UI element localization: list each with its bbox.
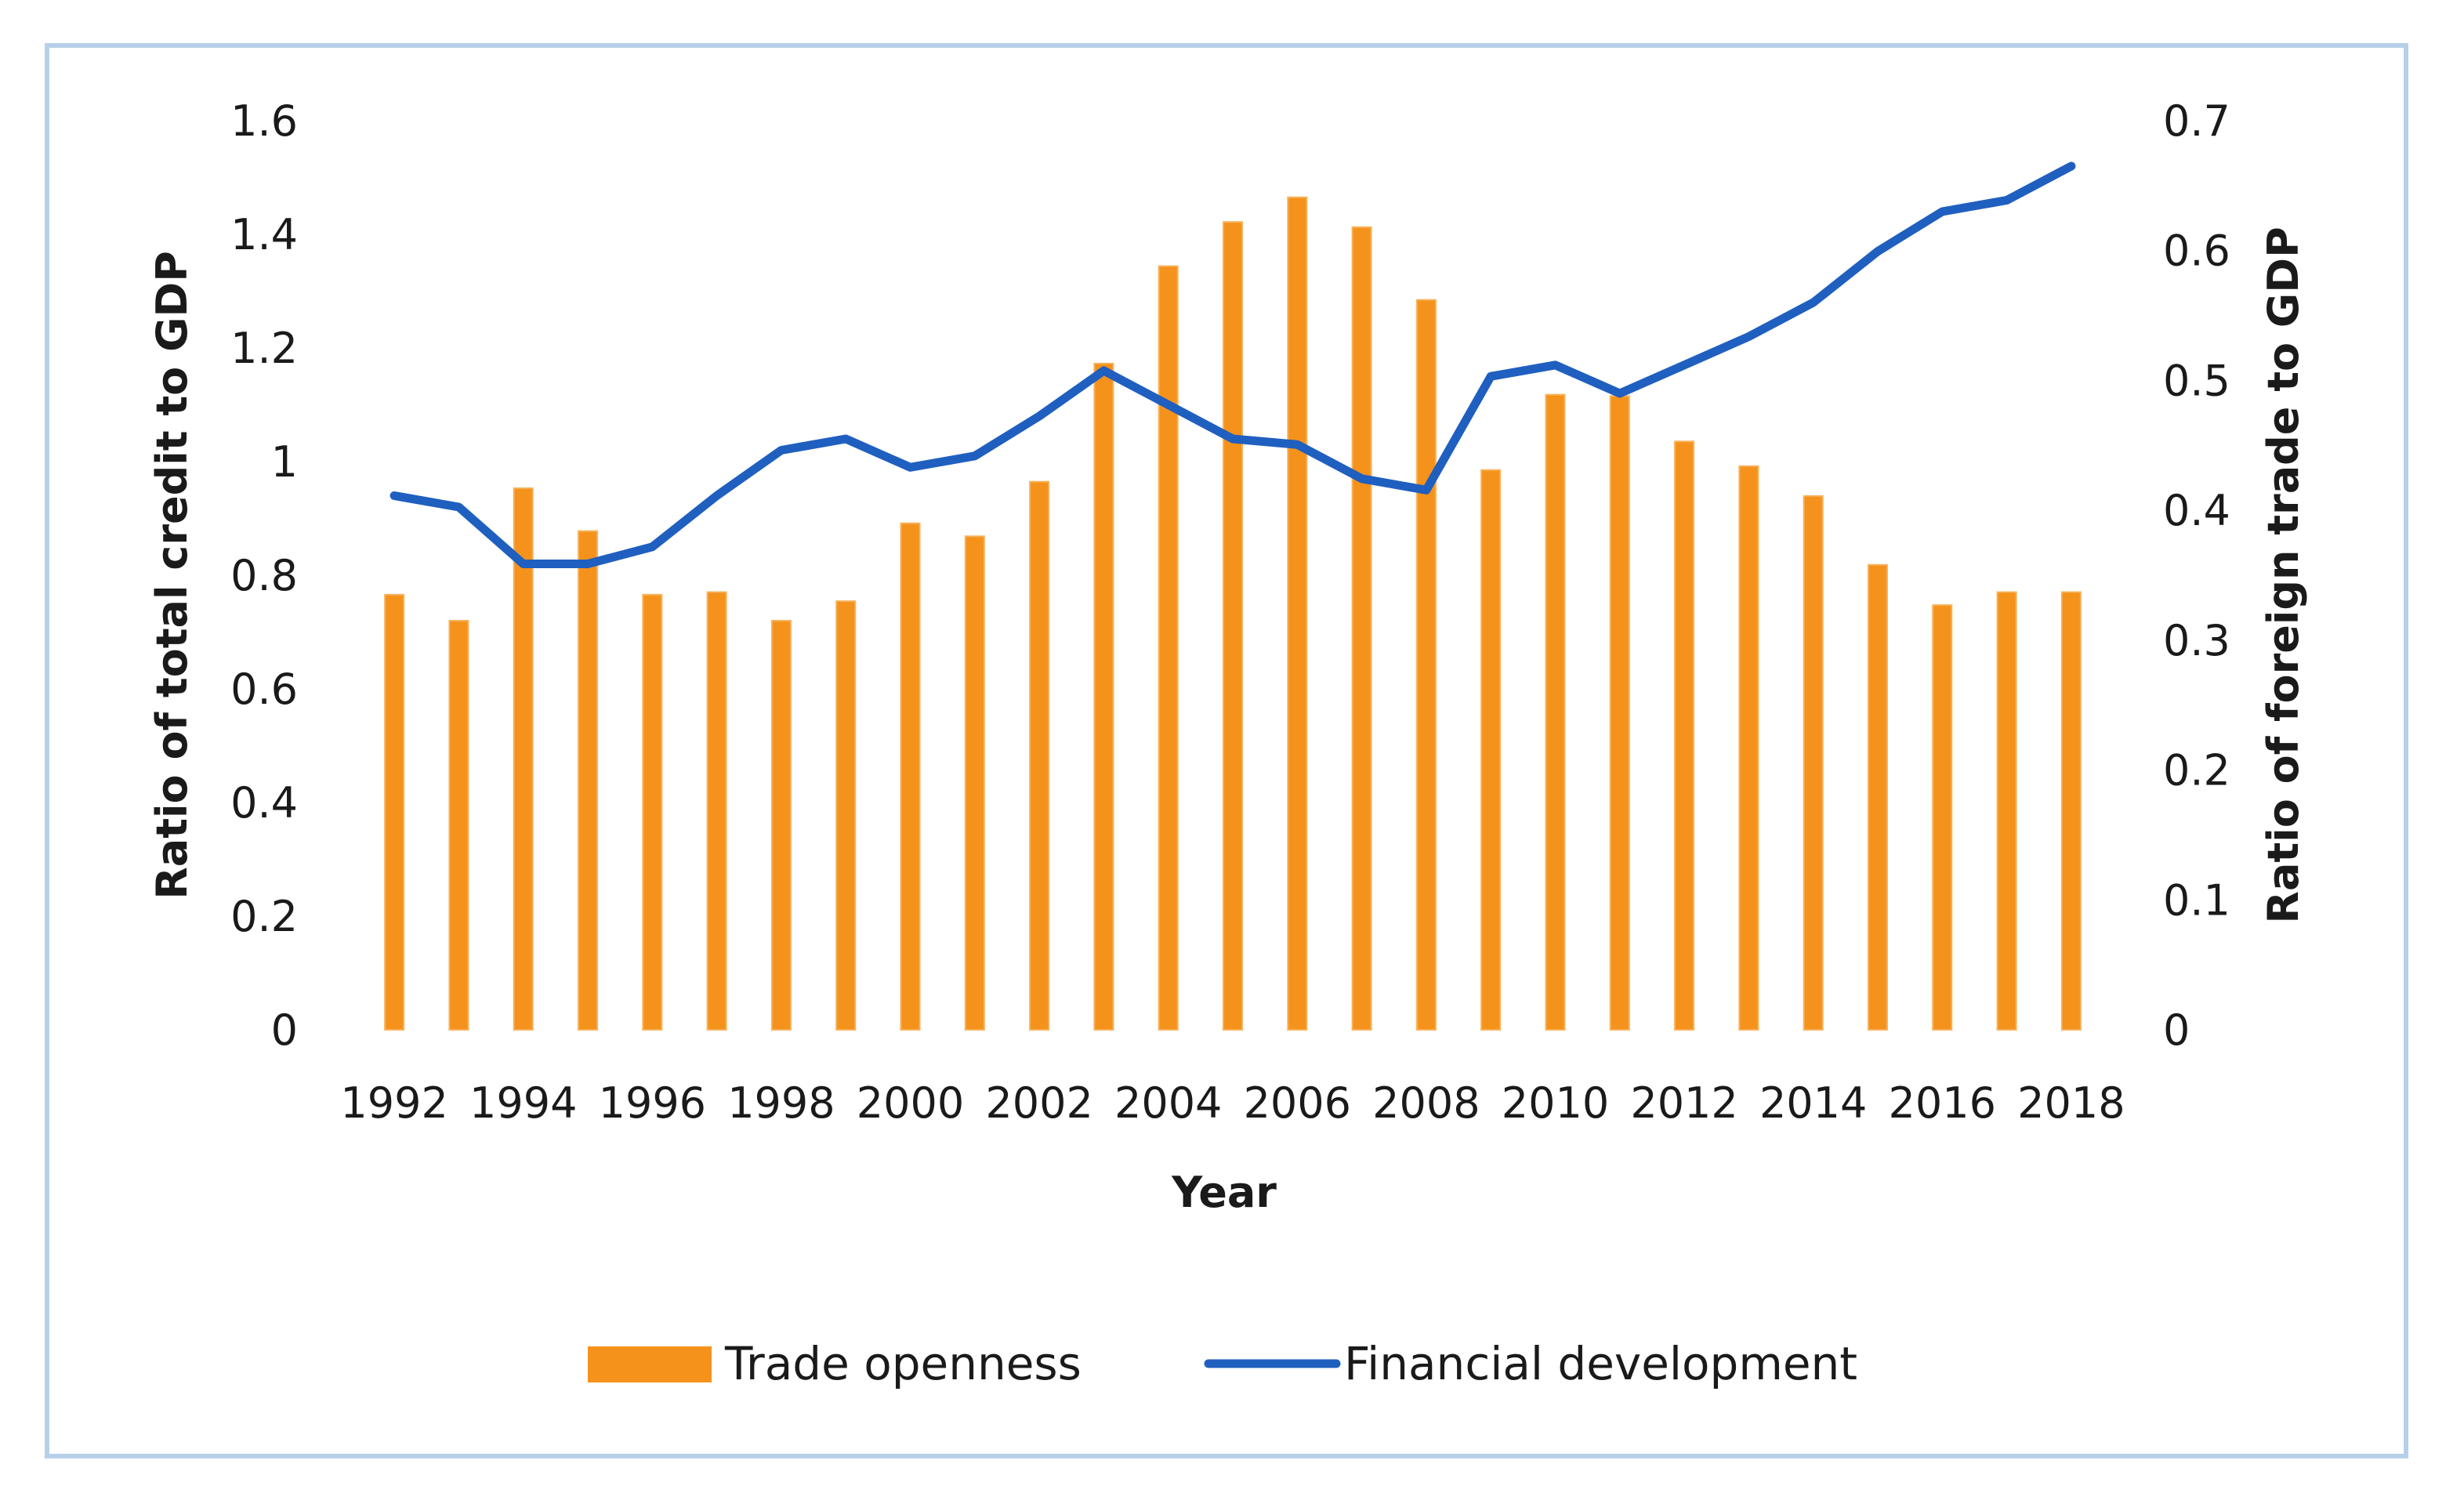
bar-trade-openness-2009 <box>1480 469 1502 1031</box>
bar-trade-openness-2010 <box>1545 393 1566 1031</box>
point-financial-development-2011 <box>1618 393 1621 394</box>
right-axis-tick-label: 0.5 <box>2163 356 2230 405</box>
left-axis-tick-label: 0.4 <box>230 778 298 828</box>
left-axis-tick-label: 1 <box>271 437 298 487</box>
left-axis-tick-label: 0 <box>271 1005 298 1055</box>
x-axis-tick-label: 2018 <box>2017 1078 2125 1128</box>
point-financial-development-2012 <box>1683 364 1686 366</box>
x-axis-tick-label: 1992 <box>340 1078 448 1128</box>
left-axis-tick-label: 1.4 <box>230 210 298 259</box>
right-axis-tick-label: 0.2 <box>2163 746 2230 795</box>
bar-trade-openness-2018 <box>2060 591 2082 1031</box>
left-axis-tick-label: 0.6 <box>230 665 298 714</box>
point-financial-development-2003 <box>1103 370 1105 371</box>
point-financial-development-1997 <box>716 495 718 497</box>
x-axis-tick-label: 2010 <box>1502 1078 1609 1128</box>
point-financial-development-2016 <box>1941 211 1944 212</box>
bar-trade-openness-2011 <box>1609 395 1630 1031</box>
point-financial-development-2000 <box>909 466 911 469</box>
point-financial-development-1996 <box>651 545 654 548</box>
point-financial-development-2010 <box>1554 364 1556 366</box>
bar-trade-openness-2003 <box>1093 362 1114 1031</box>
left-axis-tick-label: 1.2 <box>230 324 298 373</box>
bar-trade-openness-1996 <box>642 593 663 1031</box>
bar-trade-openness-2006 <box>1287 196 1308 1031</box>
point-financial-development-1994 <box>522 563 524 565</box>
point-financial-development-2015 <box>1876 250 1879 252</box>
x-axis-tick-label: 1996 <box>599 1078 706 1128</box>
x-axis-tick-label: 2000 <box>857 1078 964 1128</box>
point-financial-development-1999 <box>845 438 847 440</box>
bar-trade-openness-2004 <box>1158 265 1179 1031</box>
y-axis-title-left: Ratio of total credit to GDP <box>147 251 197 900</box>
legend: Trade openness Financial development <box>588 1337 1857 1390</box>
x-axis-tick-label: 2014 <box>1759 1078 1867 1128</box>
legend-label-trade-openness: Trade openness <box>724 1337 1082 1390</box>
point-financial-development-2005 <box>1232 438 1234 440</box>
point-financial-development-1998 <box>780 449 782 451</box>
legend-label-financial-development: Financial development <box>1344 1337 1857 1390</box>
left-axis-tick-label: 0.2 <box>230 892 298 941</box>
x-axis-tick-label: 2006 <box>1244 1078 1351 1128</box>
x-axis-title: Year <box>1171 1168 1277 1217</box>
x-axis-tick-label: 2008 <box>1372 1078 1480 1128</box>
x-axis-tick-label: 2016 <box>1889 1078 1996 1128</box>
right-axis-tick-label: 0.4 <box>2163 486 2230 535</box>
right-axis-tick-label: 0 <box>2163 1005 2190 1055</box>
bar-trade-openness-1994 <box>513 487 534 1031</box>
point-financial-development-2013 <box>1748 335 1750 338</box>
bar-trade-openness-2016 <box>1932 604 1953 1031</box>
line-series-financial-development-layer <box>390 161 2076 568</box>
point-financial-development-2002 <box>1038 415 1041 417</box>
right-axis-ticks: 0 0.1 0.2 0.3 0.4 0.5 0.6 0.7 <box>2163 96 2230 1055</box>
bar-trade-openness-2015 <box>1867 563 1888 1031</box>
bar-trade-openness-2017 <box>1996 591 2017 1031</box>
left-axis-tick-label: 1.6 <box>230 96 298 146</box>
x-axis-tick-label: 1994 <box>469 1078 577 1128</box>
point-financial-development-2001 <box>973 455 976 457</box>
point-financial-development-2006 <box>1296 444 1299 446</box>
bar-trade-openness-2001 <box>964 535 985 1031</box>
bar-trade-openness-2002 <box>1029 480 1050 1031</box>
bar-trade-openness-1992 <box>384 593 405 1031</box>
bar-trade-openness-2013 <box>1738 465 1759 1031</box>
bar-trade-openness-1998 <box>770 620 792 1031</box>
bar-trade-openness-2014 <box>1803 495 1824 1031</box>
bar-trade-openness-1999 <box>835 600 857 1031</box>
point-financial-development-2004 <box>1167 404 1169 406</box>
x-axis-tick-label: 2004 <box>1114 1078 1222 1128</box>
right-axis-tick-label: 0.1 <box>2163 875 2230 925</box>
point-financial-development-2014 <box>1812 302 1814 303</box>
point-financial-development-1992 <box>393 495 396 497</box>
point-financial-development-2018 <box>2070 165 2072 167</box>
point-financial-development-2008 <box>1425 489 1427 491</box>
point-financial-development-1993 <box>458 506 460 508</box>
bar-series-trade-openness <box>384 196 2082 1031</box>
x-axis-ticks: 1992 1994 1996 1998 2000 2002 2004 2006 2008 2010… <box>340 1078 2125 1128</box>
bar-trade-openness-2007 <box>1351 226 1372 1031</box>
bar-trade-openness-2012 <box>1674 440 1695 1031</box>
bar-trade-openness-2000 <box>900 522 921 1031</box>
bar-trade-openness-1997 <box>706 591 727 1031</box>
x-axis-tick-label: 2012 <box>1630 1078 1737 1128</box>
point-financial-development-2007 <box>1361 477 1363 480</box>
bar-trade-openness-2005 <box>1223 221 1243 1031</box>
x-axis-tick-label: 1998 <box>727 1078 835 1128</box>
right-axis-tick-label: 0.7 <box>2163 96 2230 146</box>
right-axis-tick-label: 0.3 <box>2163 616 2230 665</box>
x-axis-tick-label: 2002 <box>985 1078 1092 1128</box>
left-axis-ticks: 0 0.2 0.4 0.6 0.8 1 1.2 1.4 1.6 <box>230 96 298 1055</box>
bar-trade-openness-1995 <box>578 530 599 1031</box>
point-financial-development-1995 <box>587 563 589 565</box>
bar-trade-openness-2008 <box>1415 299 1437 1031</box>
point-financial-development-2017 <box>2006 199 2008 201</box>
right-axis-tick-label: 0.6 <box>2163 226 2230 276</box>
point-financial-development-2009 <box>1490 375 1492 378</box>
legend-swatch-trade-openness <box>588 1346 712 1382</box>
left-axis-tick-label: 0.8 <box>230 551 298 600</box>
bar-trade-openness-1993 <box>448 620 469 1031</box>
y-axis-title-right: Ratio of foreign trade to GDP <box>2259 226 2308 923</box>
